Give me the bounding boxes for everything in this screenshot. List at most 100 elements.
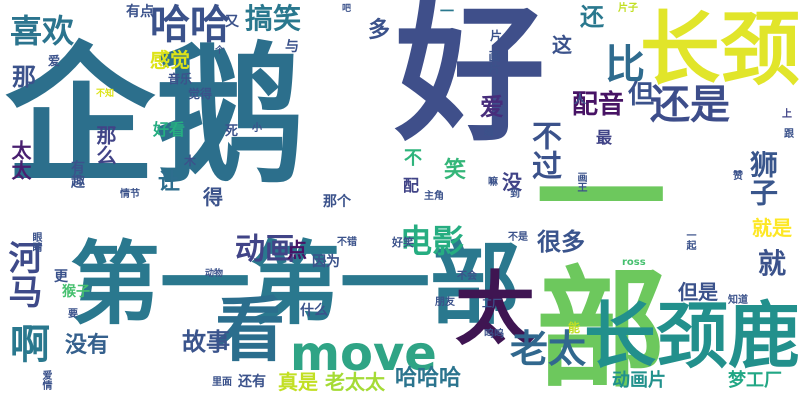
word-36: 没	[502, 170, 522, 194]
word-57: 有点	[126, 4, 154, 20]
word-5: 长颈鹿	[583, 294, 800, 378]
word-77: 不是	[508, 232, 528, 243]
word-93: 给	[484, 127, 494, 138]
word-68: 木	[184, 154, 197, 168]
word-34: 还	[580, 3, 604, 31]
word-15: 电影	[400, 222, 465, 260]
word-48: 不	[404, 148, 422, 169]
word-28: 真是	[278, 370, 318, 394]
word-13: 啊	[10, 322, 50, 368]
word-94: 小	[252, 123, 262, 134]
word-50: 最	[596, 128, 613, 147]
word-26: 没有	[65, 333, 110, 358]
word-27: 哈哈哈	[395, 366, 462, 391]
word-23: 就	[758, 247, 787, 280]
word-25: 故事	[182, 328, 230, 356]
word-64: 画片	[487, 50, 501, 74]
word-51: 因为	[312, 254, 340, 270]
word-1: 好	[395, 0, 546, 162]
word-63: 片	[490, 29, 503, 43]
word-14: 老太	[510, 327, 587, 371]
word-40: 就是	[752, 216, 792, 240]
word-21: 配音	[572, 90, 625, 120]
word-52: 什么	[300, 303, 328, 319]
word-58: 那个	[323, 194, 351, 210]
word-88: 眼睛	[30, 232, 41, 252]
word-86: 爱情	[40, 370, 51, 390]
word-0: 企鹅	[5, 30, 306, 204]
word-97: 不知	[96, 89, 115, 99]
word-2: 一部	[514, 130, 666, 390]
word-81: 呜呜	[484, 329, 504, 340]
word-72: 跟	[784, 129, 794, 140]
word-56: 一	[440, 4, 454, 20]
word-96: 个	[215, 46, 225, 56]
word-24: 很多	[537, 228, 585, 256]
word-35: 笑	[444, 158, 467, 183]
word-54: 好看	[153, 120, 186, 139]
word-90: 主角	[424, 191, 444, 202]
word-61: 人	[574, 92, 587, 106]
word-47: 有趣	[69, 160, 85, 188]
word-12: 河马	[2, 240, 42, 308]
word-75: 不会	[457, 271, 477, 282]
word-66: 觉得	[188, 87, 213, 101]
word-49: 配	[403, 176, 420, 195]
word-43: 那么	[93, 125, 117, 165]
word-60: 还有	[238, 374, 266, 390]
word-89: 情节	[120, 189, 140, 200]
word-76: 不错	[337, 237, 357, 248]
word-30: 动画片	[612, 370, 666, 391]
word-4: 长颈	[640, 3, 800, 96]
word-33: 那	[12, 63, 36, 91]
word-44: 太太	[8, 140, 32, 180]
word-82: 能	[568, 321, 581, 335]
word-29: 老太太	[325, 370, 385, 394]
word-59: 更	[54, 269, 68, 285]
word-22: 但	[628, 80, 655, 110]
word-3: 第一第一部	[70, 232, 520, 337]
word-85: 里面	[212, 377, 232, 388]
word-87: 动物	[205, 269, 224, 279]
word-41: 但是	[678, 280, 718, 304]
word-11: 还是	[650, 82, 730, 128]
word-84: 要	[68, 309, 78, 320]
word-9: 哈哈	[150, 2, 230, 48]
word-55: 又	[225, 14, 239, 30]
word-6: 看	[215, 289, 285, 371]
word-79: 朋友	[435, 297, 455, 308]
word-95: 吧	[342, 4, 352, 14]
word-91: 到	[510, 189, 520, 200]
word-92: 嘛	[488, 177, 498, 188]
word-31: 梦工厂	[728, 370, 782, 391]
word-46: 这	[552, 33, 572, 57]
word-78: 好笑	[392, 236, 414, 249]
word-70: 上	[782, 109, 792, 120]
word-39: 点	[287, 238, 307, 262]
word-65: 音乐	[168, 72, 193, 86]
word-80: 工厂	[482, 299, 502, 310]
word-67: 死	[225, 124, 239, 139]
word-20: 狮子	[746, 150, 779, 206]
word-83: ross	[622, 257, 646, 268]
word-17: 搞笑	[245, 2, 302, 35]
word-8: move	[290, 326, 437, 382]
word-98: 爱	[48, 54, 61, 68]
word-73: 一起	[684, 230, 695, 250]
word-53: 猴子	[62, 284, 90, 300]
word-62: 与	[285, 39, 299, 55]
word-7: 太	[455, 263, 535, 356]
word-71: 赞	[733, 171, 743, 182]
word-32: 爱	[480, 93, 504, 121]
word-45: 多	[368, 18, 391, 43]
word-74: 知道	[728, 295, 748, 306]
word-18: 动画	[235, 232, 295, 267]
word-37: 让	[158, 170, 181, 195]
word-42: 感觉	[150, 48, 190, 72]
word-38: 得	[203, 185, 223, 209]
word-99: 画王	[575, 172, 586, 192]
word-19: 不过	[526, 120, 561, 180]
word-16: 喜欢	[10, 12, 75, 50]
word-10: 比	[605, 42, 645, 88]
